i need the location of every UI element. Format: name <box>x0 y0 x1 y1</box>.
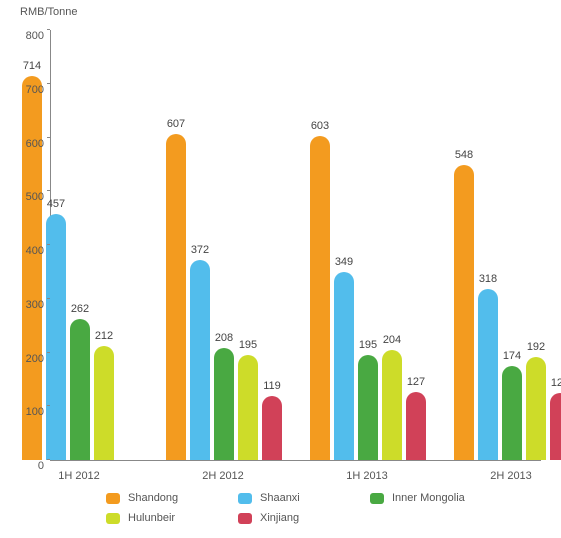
value-label: 349 <box>329 256 359 268</box>
y-tick-mark <box>47 244 50 245</box>
legend-item: Xinjiang <box>238 512 358 524</box>
value-label: 124 <box>545 377 561 389</box>
price-by-region-chart: RMB/Tonne 714457262212607372208195119603… <box>0 0 561 538</box>
bar <box>190 260 210 460</box>
value-label: 607 <box>161 118 191 130</box>
value-label: 262 <box>65 303 95 315</box>
legend-swatch <box>238 493 252 504</box>
y-tick-mark <box>47 83 50 84</box>
y-tick-label: 600 <box>10 138 44 150</box>
bar <box>214 348 234 460</box>
plot-area: 7144572622126073722081951196033491952041… <box>50 30 541 461</box>
bar <box>46 214 66 460</box>
value-label: 195 <box>233 339 263 351</box>
legend-label: Xinjiang <box>260 512 299 524</box>
bar <box>22 76 42 460</box>
bar <box>94 346 114 460</box>
value-label: 119 <box>257 380 287 392</box>
value-label: 204 <box>377 334 407 346</box>
value-label: 548 <box>449 149 479 161</box>
value-label: 212 <box>89 330 119 342</box>
y-tick-label: 800 <box>10 30 44 42</box>
x-tick-label: 2H 2012 <box>202 470 244 482</box>
y-tick-mark <box>47 298 50 299</box>
bar <box>502 366 522 460</box>
bar <box>454 165 474 460</box>
y-tick-label: 0 <box>10 460 44 472</box>
value-label: 372 <box>185 244 215 256</box>
bar <box>358 355 378 460</box>
y-tick-mark <box>47 405 50 406</box>
legend-swatch <box>106 513 120 524</box>
y-tick-label: 200 <box>10 353 44 365</box>
bar <box>166 134 186 460</box>
value-label: 192 <box>521 341 551 353</box>
legend-swatch <box>238 513 252 524</box>
bar <box>310 136 330 460</box>
bar <box>406 392 426 460</box>
legend-item: Hulunbeir <box>106 512 226 524</box>
legend: Shandong Shaanxi Inner Mongolia Hulunbeir Xi… <box>100 488 500 528</box>
value-label: 603 <box>305 120 335 132</box>
legend-item: Shandong <box>106 492 226 504</box>
x-tick-label: 1H 2012 <box>58 470 100 482</box>
legend-item: Inner Mongolia <box>370 492 490 504</box>
y-axis-title: RMB/Tonne <box>20 6 77 18</box>
value-label: 127 <box>401 376 431 388</box>
bar <box>238 355 258 460</box>
y-tick-label: 700 <box>10 84 44 96</box>
y-tick-mark <box>47 352 50 353</box>
bar <box>334 272 354 460</box>
bar <box>70 319 90 460</box>
x-tick-label: 2H 2013 <box>490 470 532 482</box>
bar <box>262 396 282 460</box>
bar <box>550 393 561 460</box>
value-label: 318 <box>473 273 503 285</box>
legend-label: Shandong <box>128 492 178 504</box>
y-tick-label: 500 <box>10 191 44 203</box>
y-tick-mark <box>47 459 50 460</box>
legend-swatch <box>370 493 384 504</box>
bar <box>382 350 402 460</box>
legend-label: Hulunbeir <box>128 512 175 524</box>
x-tick-label: 1H 2013 <box>346 470 388 482</box>
y-tick-mark <box>47 137 50 138</box>
y-tick-label: 300 <box>10 299 44 311</box>
y-tick-mark <box>47 29 50 30</box>
legend-label: Shaanxi <box>260 492 300 504</box>
y-tick-label: 100 <box>10 406 44 418</box>
y-tick-label: 400 <box>10 245 44 257</box>
legend-item: Shaanxi <box>238 492 358 504</box>
legend-swatch <box>106 493 120 504</box>
legend-label: Inner Mongolia <box>392 492 465 504</box>
value-label: 714 <box>17 60 47 72</box>
y-tick-mark <box>47 190 50 191</box>
value-label: 457 <box>41 198 71 210</box>
bar <box>478 289 498 460</box>
bar <box>526 357 546 460</box>
